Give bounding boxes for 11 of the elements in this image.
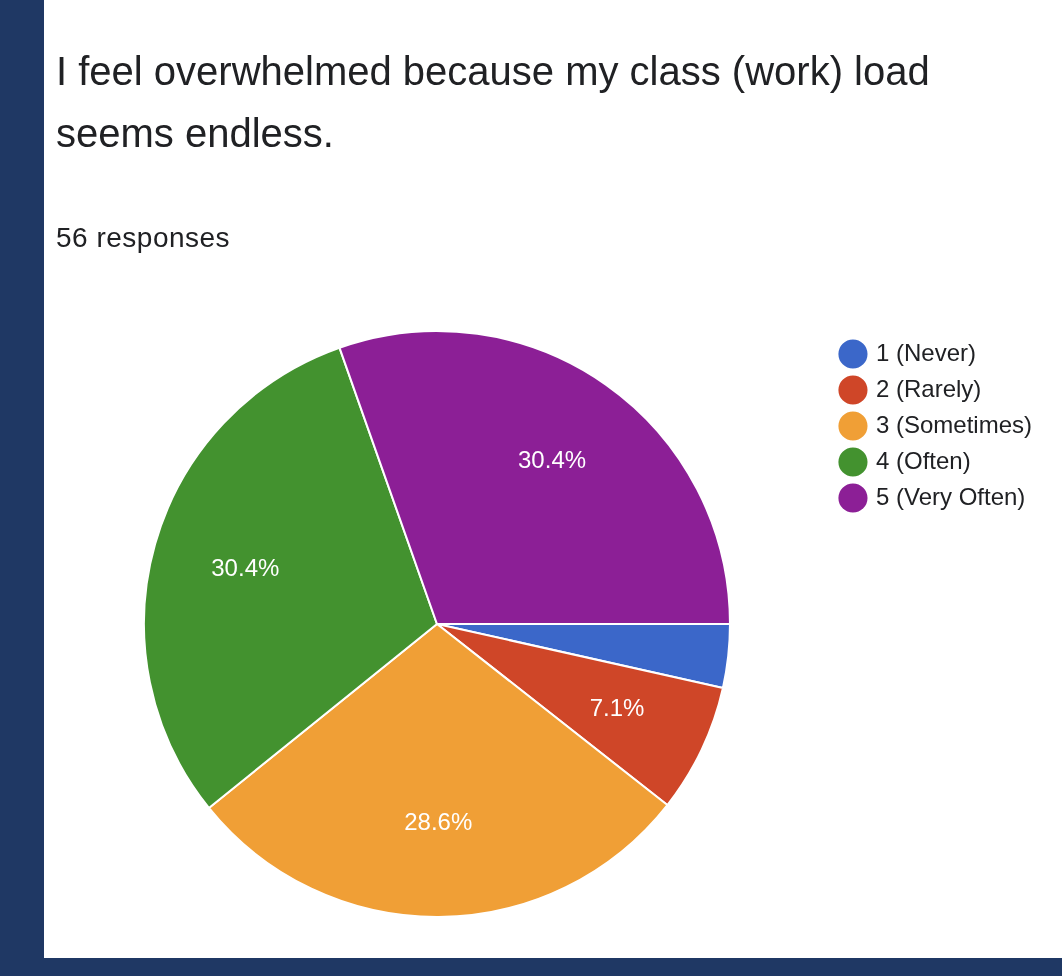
chart-subtitle: 56 responses <box>56 222 231 254</box>
data-label: 7.1% <box>589 694 645 722</box>
legend-label: 2 (Rarely) <box>875 374 982 402</box>
legend-label: 5 (Very Often) <box>875 482 1026 510</box>
data-label: 30.4% <box>518 445 587 473</box>
legend-label: 1 (Never) <box>875 338 976 366</box>
chart-title: I feel overwhelmed because my class (work) load seems endless. <box>56 48 931 157</box>
legend-label: 4 (Often) <box>875 446 971 474</box>
data-label: 30.4% <box>211 554 280 582</box>
data-label: 28.6% <box>404 807 473 835</box>
legend-label: 3 (Sometimes) <box>875 410 1033 438</box>
